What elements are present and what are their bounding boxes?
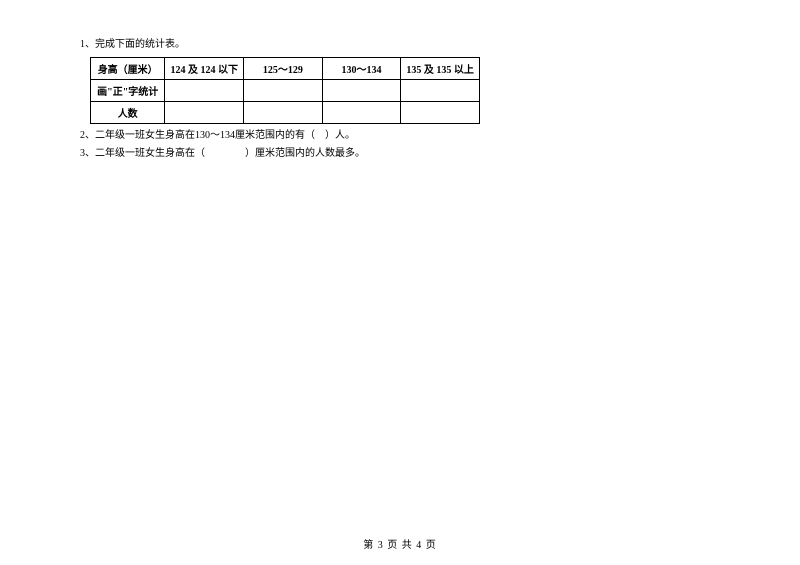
header-range-2: 125～129: [244, 58, 323, 80]
count-cell-2: [244, 102, 323, 124]
count-label: 人数: [91, 102, 165, 124]
tally-label: 画"正"字统计: [91, 80, 165, 102]
count-cell-3: [322, 102, 401, 124]
count-cell-1: [165, 102, 244, 124]
question-1: 1、完成下面的统计表。: [80, 37, 480, 53]
tally-cell-2: [244, 80, 323, 102]
header-range-1: 124 及 124 以下: [165, 58, 244, 80]
header-range-4: 135 及 135 以上: [401, 58, 480, 80]
tally-cell-4: [401, 80, 480, 102]
tally-cell-1: [165, 80, 244, 102]
table-row-tally: 画"正"字统计: [91, 80, 480, 102]
statistics-table: 身高（厘米） 124 及 124 以下 125～129 130～134 135 …: [90, 57, 480, 124]
question-2: 2、二年级一班女生身高在130～134厘米范围内的有（ ）人。: [80, 128, 480, 144]
header-range-3: 130～134: [322, 58, 401, 80]
content-block: 1、完成下面的统计表。 身高（厘米） 124 及 124 以下 125～129 …: [80, 35, 480, 164]
tally-cell-3: [322, 80, 401, 102]
table-row-header: 身高（厘米） 124 及 124 以下 125～129 130～134 135 …: [91, 58, 480, 80]
table-row-count: 人数: [91, 102, 480, 124]
count-cell-4: [401, 102, 480, 124]
header-label: 身高（厘米）: [91, 58, 165, 80]
question-3: 3、二年级一班女生身高在（ ）厘米范围内的人数最多。: [80, 146, 480, 162]
page-footer: 第 3 页 共 4 页: [0, 536, 800, 551]
